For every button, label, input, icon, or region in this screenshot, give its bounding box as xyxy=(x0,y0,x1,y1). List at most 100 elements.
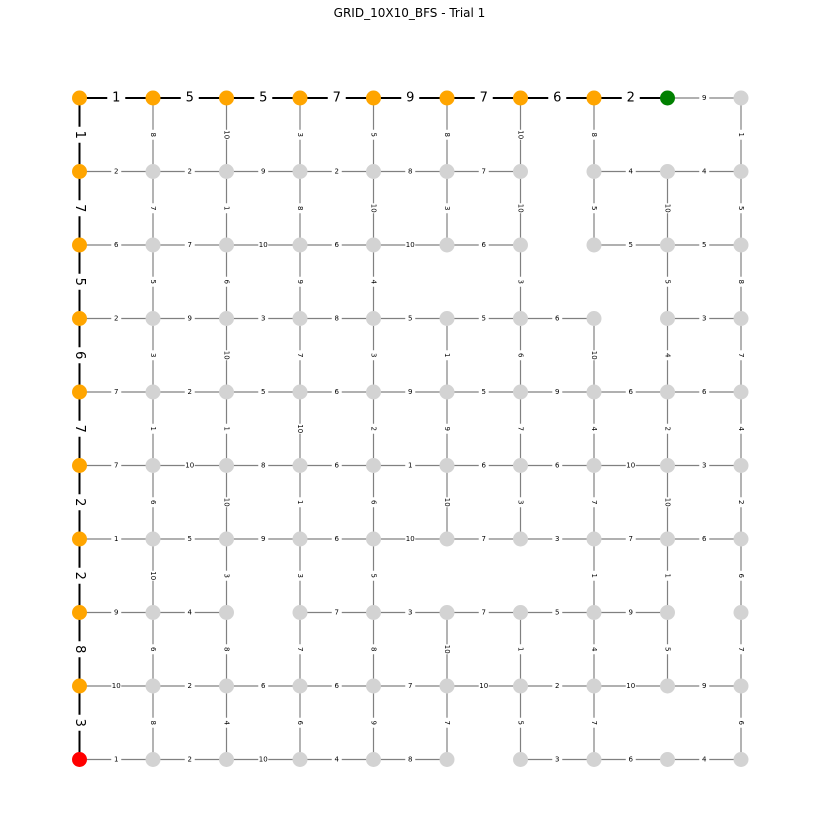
edge-label-background xyxy=(184,607,195,618)
edge-weight: 7 xyxy=(114,388,118,396)
edge-label-background xyxy=(258,534,269,544)
edge-weight: 8 xyxy=(408,168,412,176)
edge-label-background xyxy=(221,717,232,728)
grid-node xyxy=(513,752,528,767)
grid-node xyxy=(439,237,455,253)
edge-label-background xyxy=(621,90,640,106)
edge-weight: 7 xyxy=(149,206,157,210)
edge-weight: 10 xyxy=(517,130,525,139)
grid-node xyxy=(292,752,308,767)
path-edge-weight: 2 xyxy=(627,91,635,106)
edge-weight: 1 xyxy=(408,462,412,470)
edge-weight: 3 xyxy=(702,462,706,470)
edge-weight: 5 xyxy=(408,315,412,323)
edge-weight: 4 xyxy=(590,647,598,652)
edge-label-background xyxy=(184,313,195,324)
edge-weight: 4 xyxy=(223,721,231,726)
grid-node xyxy=(513,164,528,179)
edge-weight: 4 xyxy=(629,168,634,176)
grid-node xyxy=(439,458,455,473)
grid-node xyxy=(145,311,161,326)
edge-label-background xyxy=(70,347,89,364)
figure-title: GRID_10X10_BFS - Trial 1 xyxy=(333,6,486,20)
grid-node xyxy=(292,458,308,473)
edge-label-background xyxy=(552,387,563,397)
edge-weight: 6 xyxy=(737,574,745,579)
edge-label-background xyxy=(589,203,599,214)
path-node xyxy=(72,90,87,106)
grid-node xyxy=(219,164,234,179)
path-node xyxy=(145,90,161,106)
edge-label-background xyxy=(254,90,273,106)
edge-label-background xyxy=(662,203,673,214)
path-node xyxy=(72,237,87,253)
edge-label-background xyxy=(699,681,710,691)
grid-node xyxy=(292,384,308,400)
edge-weight: 7 xyxy=(482,168,486,176)
edge-weight: 5 xyxy=(664,647,672,651)
grid-node xyxy=(219,311,234,326)
edge-weight: 6 xyxy=(737,721,745,726)
edge-label-background xyxy=(478,240,489,250)
grid-node xyxy=(439,164,455,179)
edge-weight: 9 xyxy=(370,721,378,725)
edge-weight: 6 xyxy=(149,500,157,505)
edge-label-background xyxy=(552,313,563,324)
path-edge-weight: 7 xyxy=(480,91,488,106)
edge-label-background xyxy=(331,460,342,471)
grid-node xyxy=(513,311,528,326)
edge-weight: 8 xyxy=(296,206,304,210)
edge-weight: 8 xyxy=(590,133,598,137)
path-edge-weight: 2 xyxy=(72,498,87,506)
edge-weight: 6 xyxy=(114,241,119,249)
grid-node xyxy=(145,678,161,694)
edge-label-background xyxy=(111,240,122,250)
edge-label-background xyxy=(662,350,673,361)
edge-label-background xyxy=(111,754,122,765)
edge-weight: 8 xyxy=(408,756,412,764)
edge-label-background xyxy=(148,423,158,434)
edge-label-background xyxy=(148,644,158,655)
path-node xyxy=(72,605,87,620)
edge-label-background xyxy=(70,273,89,290)
edge-label-background xyxy=(699,534,710,544)
path-node xyxy=(72,164,87,179)
edge-label-background xyxy=(405,534,416,544)
edge-weight: 9 xyxy=(261,168,265,176)
edge-label-background xyxy=(662,644,673,655)
edge-label-background xyxy=(70,641,89,658)
edge-weight: 1 xyxy=(296,500,304,504)
edge-weight: 6 xyxy=(149,647,157,652)
edge-weight: 5 xyxy=(149,280,157,284)
edge-weight: 2 xyxy=(188,682,192,690)
grid-node xyxy=(219,605,234,620)
edge-weight: 6 xyxy=(629,388,634,396)
edge-weight: 4 xyxy=(737,427,745,432)
edge-label-background xyxy=(368,497,379,508)
edge-weight: 4 xyxy=(335,756,340,764)
edge-label-background xyxy=(295,350,305,361)
edge-label-background xyxy=(589,129,599,140)
grid-node xyxy=(145,164,161,179)
edge-weight: 10 xyxy=(664,498,672,507)
edge-label-background xyxy=(148,497,158,508)
edge-label-background xyxy=(662,570,673,581)
edge-label-background xyxy=(625,754,636,765)
edge-weight: 3 xyxy=(555,756,559,764)
grid-node xyxy=(366,678,381,694)
edge-label-background xyxy=(442,350,452,361)
grid-node xyxy=(660,678,675,694)
edge-weight: 10 xyxy=(259,241,268,249)
edge-weight: 6 xyxy=(335,682,340,690)
edge-weight: 5 xyxy=(629,241,633,249)
edge-label-background xyxy=(736,717,746,728)
grid-node xyxy=(366,531,381,547)
edge-label-background xyxy=(699,166,710,177)
edge-label-background xyxy=(184,754,195,765)
edge-label-background xyxy=(405,754,416,765)
edge-label-background xyxy=(70,200,89,217)
edge-label-background xyxy=(368,276,379,287)
edge-label-background xyxy=(111,313,122,324)
edge-label-background xyxy=(625,240,636,250)
grid-node xyxy=(660,458,675,473)
